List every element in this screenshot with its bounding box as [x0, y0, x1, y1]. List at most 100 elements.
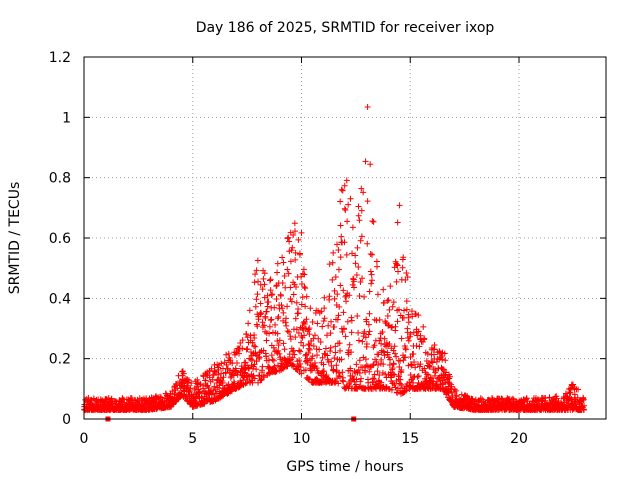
data-point	[363, 341, 370, 348]
data-point	[452, 387, 459, 394]
data-point	[363, 362, 370, 369]
data-point	[247, 356, 254, 363]
data-point	[396, 380, 403, 387]
data-point	[135, 398, 142, 405]
data-point	[365, 321, 372, 328]
data-point	[251, 361, 258, 368]
data-point	[276, 337, 283, 344]
data-point	[395, 268, 402, 275]
data-point	[302, 285, 309, 292]
data-point	[184, 382, 191, 389]
data-point	[389, 365, 396, 372]
data-point	[359, 338, 366, 345]
data-point	[301, 332, 308, 339]
data-point	[337, 282, 344, 289]
data-point	[350, 278, 357, 285]
data-point	[394, 318, 401, 325]
data-points	[81, 103, 588, 422]
data-point	[303, 316, 310, 323]
data-point	[380, 348, 387, 355]
data-point	[297, 348, 304, 355]
data-point	[261, 270, 268, 277]
data-point	[442, 357, 449, 364]
data-point	[359, 275, 366, 282]
data-point	[404, 273, 411, 280]
data-point	[265, 299, 272, 306]
data-point	[232, 349, 239, 356]
data-point	[295, 236, 302, 243]
data-point	[337, 347, 344, 354]
data-point	[330, 249, 337, 256]
data-point	[424, 350, 431, 357]
data-point	[282, 284, 289, 291]
data-point	[348, 349, 355, 356]
data-point	[316, 346, 323, 353]
data-point	[255, 316, 262, 323]
data-point	[319, 354, 326, 361]
data-point	[357, 378, 364, 385]
data-point	[477, 395, 484, 402]
data-point	[288, 298, 295, 305]
data-point	[254, 257, 261, 264]
data-point	[268, 352, 275, 359]
data-point	[270, 344, 277, 351]
data-point	[281, 273, 288, 280]
data-point	[301, 284, 308, 291]
data-point	[280, 309, 287, 316]
data-point	[368, 280, 375, 287]
data-point	[405, 319, 412, 326]
data-point	[211, 368, 218, 375]
data-point	[313, 352, 320, 359]
data-point	[292, 256, 299, 263]
data-point	[394, 262, 401, 269]
data-point	[334, 241, 341, 248]
data-point	[522, 396, 529, 403]
data-point	[355, 329, 362, 336]
data-point	[384, 349, 391, 356]
data-point	[273, 283, 280, 290]
data-point	[299, 270, 306, 277]
data-point	[337, 198, 344, 205]
data-point	[371, 342, 378, 349]
data-point	[367, 250, 374, 257]
data-point	[318, 308, 325, 315]
data-point	[262, 315, 269, 322]
data-point	[264, 292, 271, 299]
data-point	[368, 277, 375, 284]
data-point	[415, 328, 422, 335]
data-point	[355, 203, 362, 210]
data-point	[408, 362, 415, 369]
data-point	[300, 326, 307, 333]
data-point	[251, 279, 258, 286]
data-point	[396, 202, 403, 209]
data-point	[378, 356, 385, 363]
data-point	[93, 397, 100, 404]
data-point	[393, 278, 400, 285]
data-point	[313, 365, 320, 372]
data-point	[415, 379, 422, 386]
data-point	[180, 370, 187, 377]
data-point	[370, 362, 377, 369]
data-point	[354, 244, 361, 251]
data-point	[206, 374, 213, 381]
data-point	[280, 340, 287, 347]
data-point	[335, 247, 342, 254]
data-point	[360, 189, 367, 196]
data-point	[206, 385, 213, 392]
data-point	[362, 158, 369, 165]
data-point	[267, 317, 274, 324]
data-point	[298, 229, 305, 236]
data-point	[366, 368, 373, 375]
data-point	[236, 350, 243, 357]
data-point	[402, 354, 409, 361]
data-point	[343, 177, 350, 184]
data-point	[259, 286, 266, 293]
data-point	[366, 310, 373, 317]
data-point	[321, 315, 328, 322]
data-point	[391, 371, 398, 378]
data-point	[348, 317, 355, 324]
x-axis-title: GPS time / hours	[286, 459, 403, 475]
data-point	[523, 395, 530, 402]
y-tick-label: 0	[62, 412, 71, 428]
data-point	[298, 280, 305, 287]
